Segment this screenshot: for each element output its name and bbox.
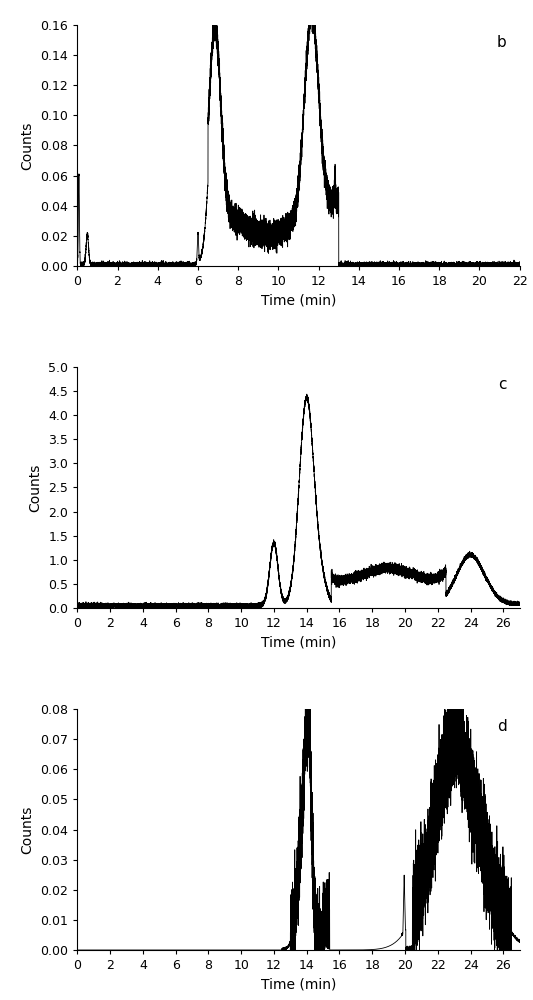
Y-axis label: Counts: Counts xyxy=(21,121,35,170)
Text: b: b xyxy=(497,35,506,50)
Y-axis label: Counts: Counts xyxy=(29,463,43,512)
X-axis label: Time (min): Time (min) xyxy=(261,636,336,650)
Y-axis label: Counts: Counts xyxy=(21,805,35,854)
Text: d: d xyxy=(497,719,506,734)
X-axis label: Time (min): Time (min) xyxy=(261,978,336,992)
Text: c: c xyxy=(498,377,506,392)
X-axis label: Time (min): Time (min) xyxy=(261,293,336,307)
